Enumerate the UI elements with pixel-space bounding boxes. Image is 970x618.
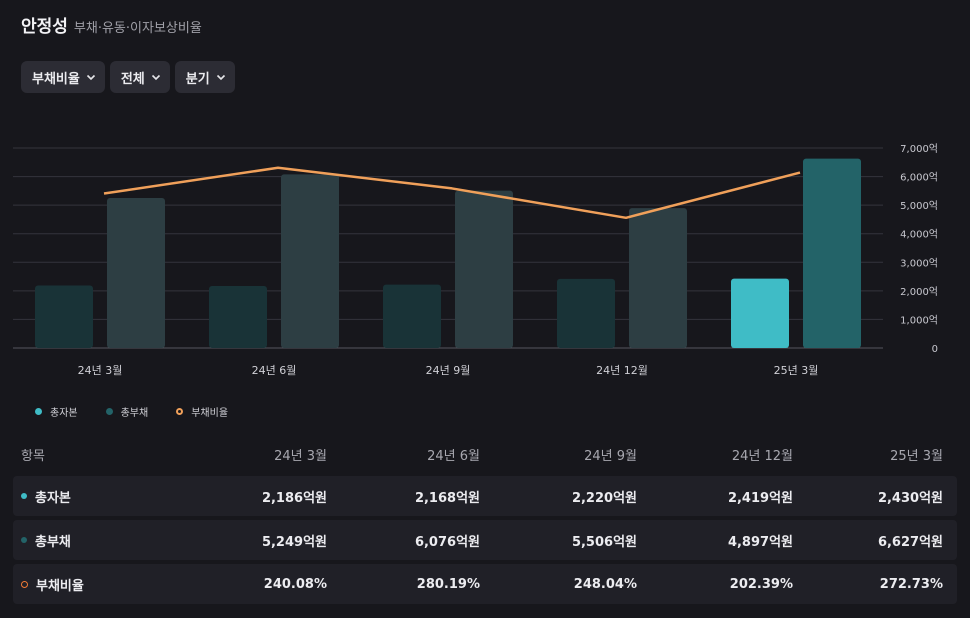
table-cell: 280.19% [416, 576, 480, 592]
row-label-cell: 총부채 [13, 531, 173, 550]
range-dropdown[interactable]: 전체 [109, 61, 170, 93]
x-tick-label: 24년 9월 [426, 364, 471, 377]
table-cell: 5,249억원 [261, 534, 327, 550]
chevron-down-icon [86, 74, 95, 81]
liabilities-bar [281, 174, 339, 348]
row-label: 총자본 [35, 490, 71, 506]
chevron-down-icon [216, 74, 225, 81]
equity-bar [209, 286, 267, 348]
equity-dot-icon [35, 408, 42, 415]
table-cell: 5,506억원 [571, 534, 637, 550]
ratio-line [103, 166, 801, 220]
table-header: 항목 24년 3월 24년 6월 24년 9월 24년 12월 25년 3월 [13, 436, 957, 472]
equity-bar [731, 278, 789, 348]
y-tick-label: 4,000억 [900, 229, 938, 241]
header-cell: 항목 [21, 448, 45, 464]
row-label-cell: 총자본 [13, 487, 173, 506]
y-tick-label: 1,000억 [900, 314, 938, 326]
header-cell: 24년 12월 [731, 448, 793, 464]
table-row-liabilities: 총부채 5,249억원 6,076억원 5,506억원 4,897억원 6,62… [13, 520, 957, 560]
row-label: 부채비율 [36, 578, 84, 594]
table-cell: 6,627억원 [877, 534, 943, 550]
period-dropdown[interactable]: 분기 [174, 61, 235, 93]
y-tick-label: 0 [932, 344, 938, 355]
y-tick-label: 3,000억 [900, 257, 938, 269]
table-cell: 2,430억원 [877, 490, 943, 506]
y-tick-label: 7,000억 [900, 143, 938, 155]
table-row-ratio: 부채비율 240.08% 280.19% 248.04% 202.39% 272… [13, 564, 957, 604]
legend-label: 총부채 [120, 408, 149, 419]
liabilities-dot-icon [21, 537, 27, 543]
data-table: 항목 24년 3월 24년 6월 24년 9월 24년 12월 25년 3월 총… [13, 436, 957, 604]
legend-label: 부채비율 [191, 408, 229, 419]
table-cell: 2,186억원 [261, 490, 327, 506]
liabilities-bar [629, 208, 687, 348]
table-cell: 6,076억원 [414, 534, 480, 550]
filter-bar: 부채비율 전체 분기 [21, 61, 235, 93]
table-cell: 272.73% [879, 576, 943, 592]
equity-bar [557, 278, 615, 348]
y-tick-label: 5,000억 [900, 200, 938, 212]
x-tick-label: 25년 3월 [774, 364, 819, 377]
table-cell: 240.08% [263, 576, 327, 592]
legend-item-liabilities[interactable]: 총부채 [105, 404, 149, 419]
x-tick-label: 24년 12월 [596, 364, 648, 377]
legend-label: 총자본 [50, 408, 78, 419]
row-label-cell: 부채비율 [13, 575, 173, 594]
ratio-ring-icon [21, 580, 28, 588]
liabilities-dot-icon [105, 408, 113, 415]
header-cell: 24년 3월 [274, 448, 327, 464]
metric-dropdown-label: 부채비율 [32, 71, 80, 87]
period-dropdown-label: 분기 [185, 71, 210, 87]
y-tick-label: 6,000억 [900, 172, 938, 184]
x-tick-label: 24년 3월 [78, 364, 123, 377]
liabilities-bar [455, 190, 513, 348]
header-cell: 24년 9월 [584, 448, 637, 464]
equity-dot-icon [21, 493, 27, 499]
legend-item-ratio[interactable]: 부채비율 [176, 404, 228, 419]
liabilities-bar [107, 198, 165, 348]
equity-bar [35, 285, 93, 348]
table-cell: 2,168억원 [414, 490, 480, 506]
row-label: 총부채 [35, 534, 71, 550]
metric-dropdown[interactable]: 부채비율 [21, 61, 105, 93]
table-cell: 248.04% [573, 576, 637, 592]
table-cell: 202.39% [729, 576, 793, 592]
chart-legend: 총자본 총부채 부채비율 [35, 404, 228, 419]
header-cell: 24년 6월 [427, 448, 480, 464]
legend-item-equity[interactable]: 총자본 [35, 404, 78, 419]
stability-chart: 7,000억 6,000억 5,000억 4,000억 3,000억 2,000억 1,00… [13, 143, 938, 377]
equity-bar [383, 284, 441, 348]
table-cell: 2,419억원 [727, 490, 793, 506]
x-tick-label: 24년 6월 [252, 364, 297, 377]
table-cell: 2,220억원 [571, 490, 637, 506]
table-row-equity: 총자본 2,186억원 2,168억원 2,220억원 2,419억원 2,43… [13, 476, 957, 516]
page-title: 안정성 [21, 17, 68, 37]
ratio-ring-icon [176, 408, 184, 415]
table-cell: 4,897억원 [727, 534, 793, 550]
page-subtitle: 부채·유동·이자보상비율 [73, 21, 202, 36]
header-cell: 25년 3월 [890, 448, 943, 464]
range-dropdown-label: 전체 [120, 71, 145, 87]
chevron-down-icon [151, 74, 160, 81]
liabilities-bar [803, 158, 861, 348]
section-header: 안정성 부채·유동·이자보상비율 [21, 12, 202, 37]
y-tick-label: 2,000억 [900, 286, 938, 298]
